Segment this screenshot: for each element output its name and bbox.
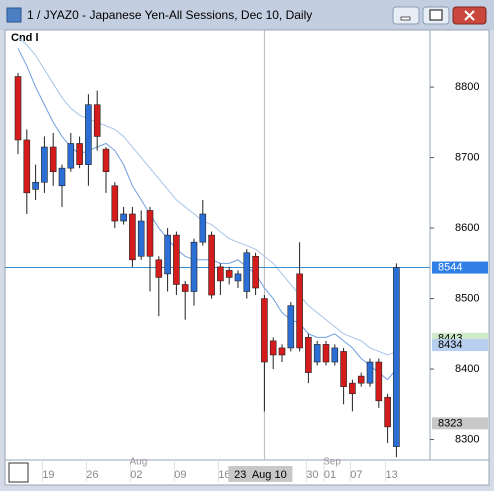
candle-body [278,347,286,356]
x-tick-label: 07 [350,469,362,481]
candle-body [102,148,110,172]
candle-body [58,167,66,187]
price-marker-box [432,339,488,352]
crosshair-label-box [228,466,293,482]
candle-body [357,375,365,384]
candle-body [322,344,330,363]
candle-body [23,139,31,194]
x-tick-label: 16 [218,469,230,481]
window-icon [6,7,22,23]
candle-body [93,104,101,137]
candle-body [67,143,75,169]
x-tick-label: 02 [130,469,142,481]
candle-body [137,220,145,257]
candle-body [120,213,127,222]
x-tick-label: 09 [174,469,186,481]
y-tick-label: 8300 [455,433,479,445]
candle-body [129,213,136,261]
candle-body [313,344,321,363]
price-marker-label: 8323 [438,417,462,429]
candle-body [305,337,312,373]
price-marker-label: 8434 [438,339,462,351]
minimize-button[interactable] [392,6,420,25]
candle-body [261,298,268,363]
candle-body [375,361,383,402]
candle-body [41,146,48,183]
candle-body [349,382,356,395]
candle-body [14,76,22,141]
candle-body [85,104,92,165]
candle-body [208,234,215,296]
x-tick-label: 01 [324,469,336,481]
candle-body [76,143,83,165]
corner-box [8,462,29,483]
candle-body [366,361,374,384]
candle-body [32,181,39,190]
y-tick-label: 8700 [455,151,479,163]
y-tick-label: 8600 [455,222,479,234]
candle-body [49,146,57,172]
candle-body [181,284,189,292]
y-tick-label: 8400 [455,363,479,375]
close-button[interactable] [452,6,487,25]
candle-body [190,241,198,292]
candle-body [393,267,400,447]
x-tick-label: 26 [86,469,98,481]
month-label: Sep [323,457,341,468]
candle-body [234,273,242,282]
x-tick-label: 13 [385,469,397,481]
y-tick-label: 8500 [455,292,479,304]
candle-body [384,396,391,428]
candle-body [155,259,163,278]
price-marker-label: 8544 [438,261,462,273]
candle-body [173,234,180,285]
candle-body [217,266,224,282]
candle-body [164,234,171,275]
candle-body [111,185,119,222]
candle-body [225,270,233,278]
candle-body [146,210,154,257]
candle-body [199,213,207,243]
month-label: Aug [130,457,148,468]
y-tick-label: 8800 [455,81,479,93]
study-label: Cnd l [11,32,39,44]
candle-body [296,273,303,349]
maximize-button[interactable] [422,6,450,25]
candle-body [331,347,339,363]
crosshair-label: 23 Aug 10 [234,469,287,481]
x-tick-label: 19 [42,469,54,481]
x-tick-label: 30 [306,469,318,481]
candle-body [287,305,295,349]
price-marker-box [432,417,488,430]
price-marker-box [432,261,488,274]
window-title: 1 / JYAZ0 - Japanese Yen-All Sessions, D… [27,8,312,22]
candle-body [269,340,277,356]
moving-average [17,37,397,356]
candle-body [340,351,347,387]
candle-body [243,252,251,292]
candle-body [252,255,259,289]
